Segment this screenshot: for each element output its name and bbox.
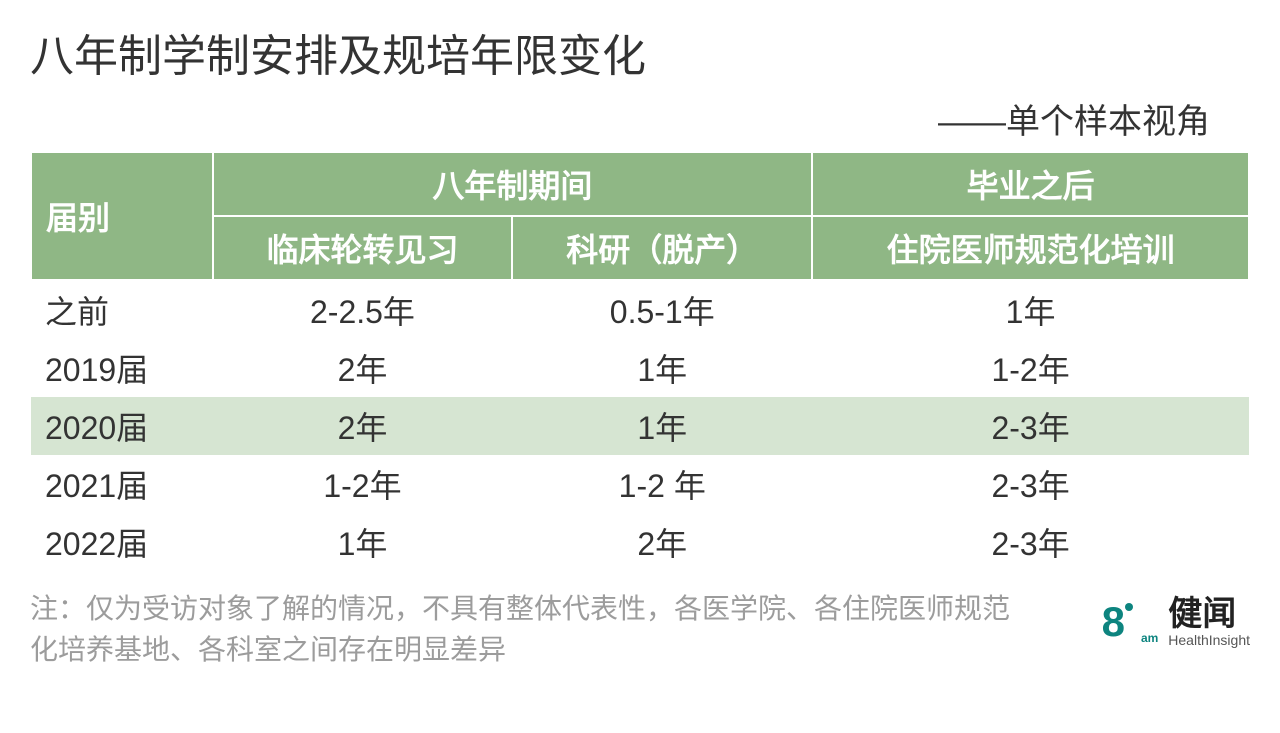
data-table-wrapper: 届别 八年制期间 毕业之后 临床轮转见习 科研（脱产） 住院医师规范化培训 之前… [30, 151, 1250, 571]
cell-cohort: 2022届 [31, 513, 213, 571]
logo-eight-number: 8 [1102, 598, 1125, 645]
logo-text-block: 健闻 HealthInsight [1168, 597, 1250, 647]
cell-clinical: 2年 [213, 339, 513, 397]
col-group-eightyear: 八年制期间 [213, 152, 813, 216]
cell-research: 1年 [512, 397, 812, 455]
cell-residency: 2-3年 [812, 513, 1249, 571]
cell-cohort: 2019届 [31, 339, 213, 397]
logo-dot-icon [1125, 603, 1133, 611]
table-row: 2022届1年2年2-3年 [31, 513, 1249, 571]
col-header-research: 科研（脱产） [512, 216, 812, 280]
cell-residency: 1-2年 [812, 339, 1249, 397]
cell-clinical: 2-2.5年 [213, 280, 513, 339]
cell-cohort: 之前 [31, 280, 213, 339]
cell-clinical: 2年 [213, 397, 513, 455]
logo-eight-glyph: 8 [1102, 601, 1125, 643]
col-header-residency: 住院医师规范化培训 [812, 216, 1249, 280]
cell-residency: 2-3年 [812, 397, 1249, 455]
cell-residency: 1年 [812, 280, 1249, 339]
table-body: 之前2-2.5年0.5-1年1年2019届2年1年1-2年2020届2年1年2-… [31, 280, 1249, 571]
brand-logo: 8 am 健闻 HealthInsight [1102, 589, 1250, 647]
logo-am-text: am [1141, 631, 1158, 645]
col-group-postgrad: 毕业之后 [812, 152, 1249, 216]
cell-research: 1年 [512, 339, 812, 397]
footnote-text: 注：仅为受访对象了解的情况，不具有整体代表性，各医学院、各住院医师规范化培养基地… [30, 589, 1010, 670]
cell-residency: 2-3年 [812, 455, 1249, 513]
page-title: 八年制学制安排及规培年限变化 [30, 20, 1250, 84]
col-header-clinical: 临床轮转见习 [213, 216, 513, 280]
cell-cohort: 2020届 [31, 397, 213, 455]
footer-area: 注：仅为受访对象了解的情况，不具有整体代表性，各医学院、各住院医师规范化培养基地… [30, 589, 1250, 670]
logo-en-text: HealthInsight [1168, 633, 1250, 647]
cell-research: 0.5-1年 [512, 280, 812, 339]
cell-clinical: 1-2年 [213, 455, 513, 513]
table-row: 2020届2年1年2-3年 [31, 397, 1249, 455]
logo-cn-text: 健闻 [1168, 597, 1250, 631]
table-row: 2021届1-2年1-2 年2-3年 [31, 455, 1249, 513]
page-subtitle: ——单个样本视角 [30, 94, 1250, 143]
col-header-cohort: 届别 [31, 152, 213, 280]
cell-research: 2年 [512, 513, 812, 571]
cell-clinical: 1年 [213, 513, 513, 571]
data-table: 届别 八年制期间 毕业之后 临床轮转见习 科研（脱产） 住院医师规范化培训 之前… [30, 151, 1250, 571]
cell-cohort: 2021届 [31, 455, 213, 513]
table-row: 之前2-2.5年0.5-1年1年 [31, 280, 1249, 339]
table-row: 2019届2年1年1-2年 [31, 339, 1249, 397]
cell-research: 1-2 年 [512, 455, 812, 513]
